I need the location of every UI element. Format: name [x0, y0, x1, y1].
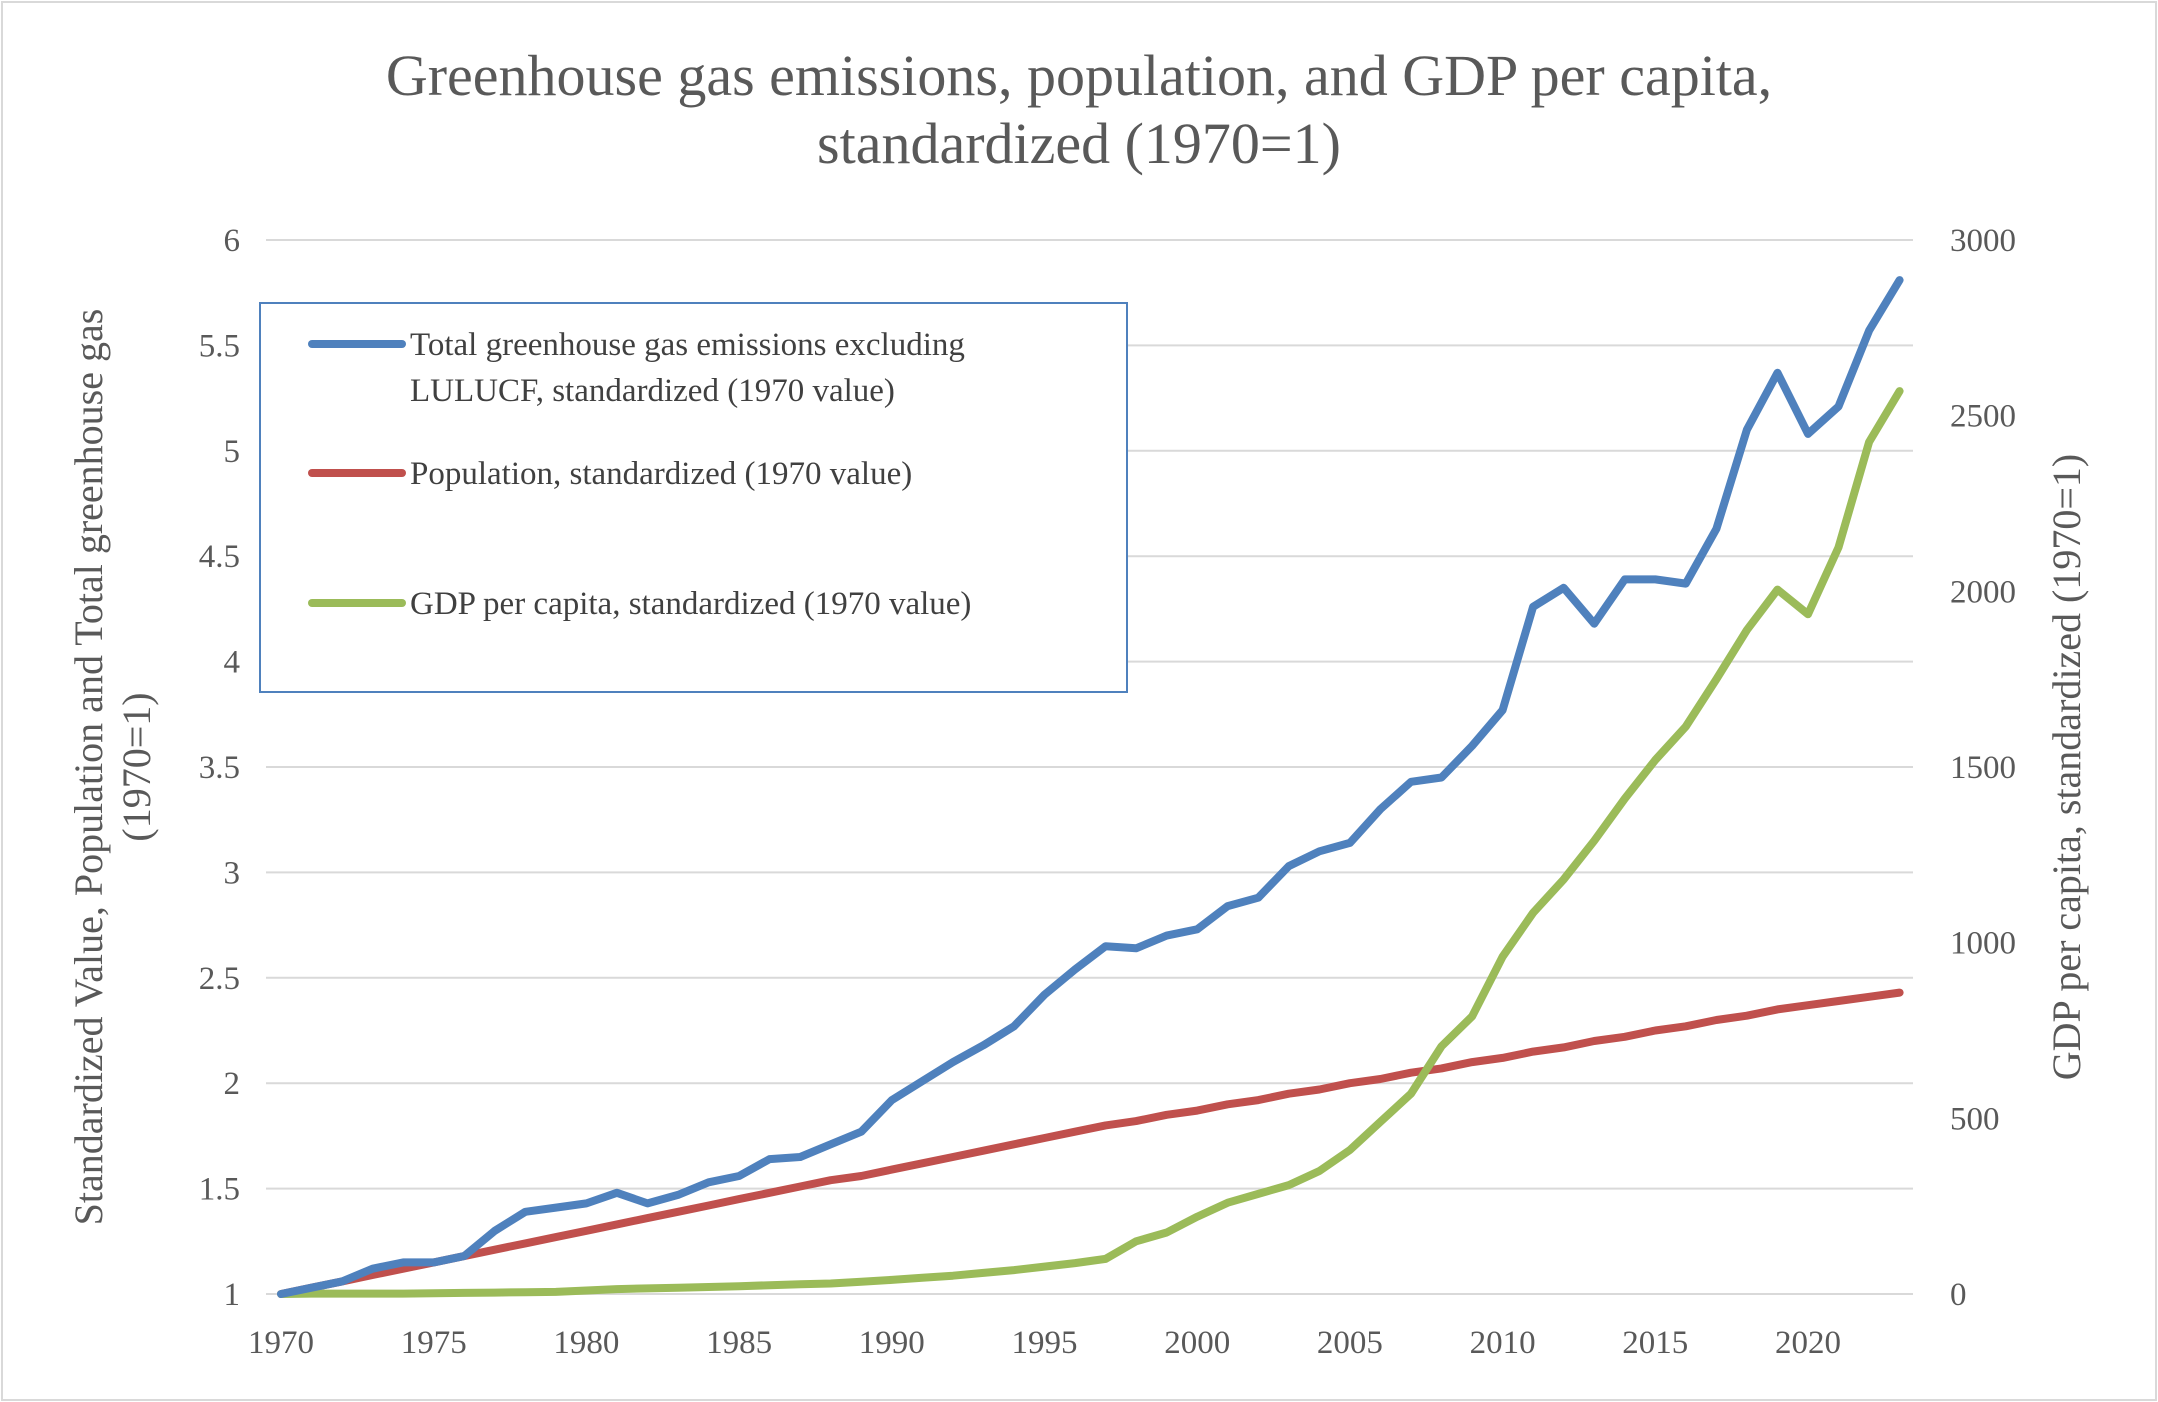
y-tick-label: 3.5 — [199, 750, 240, 786]
y-tick-label: 3 — [224, 855, 241, 891]
y2-tick-label: 2500 — [1950, 399, 2016, 435]
x-tick-label: 1990 — [859, 1325, 925, 1361]
y-tick-label: 6 — [224, 223, 241, 259]
x-tick-label: 1995 — [1012, 1325, 1078, 1361]
x-axis-ticks: 1970 1975 1980 1985 1990 1995 2000 2005 2010 2015… — [248, 1325, 1841, 1361]
y-axis-ticks: 1 1.5 2 2.5 3 3.5 4 4.5 5 5.5 6 — [199, 223, 240, 1313]
y-tick-label: 5.5 — [199, 328, 240, 364]
series-lines — [277, 276, 1904, 1298]
y2-axis-title: GDP per capita, standardized (1970=1) — [2044, 454, 2089, 1080]
y-tick-label: 4 — [224, 645, 241, 681]
x-tick-label: 1980 — [553, 1325, 619, 1361]
y2-tick-label: 2000 — [1950, 574, 2016, 610]
legend-label-gdp: GDP per capita, standardized (1970 value… — [410, 586, 971, 622]
legend-label-emissions-line-1: Total greenhouse gas emissions excluding — [410, 327, 965, 363]
y-tick-label: 1 — [224, 1277, 241, 1313]
series-line-population — [277, 988, 1904, 1298]
x-tick-label: 2015 — [1622, 1325, 1688, 1361]
y2-tick-label: 0 — [1950, 1277, 1967, 1313]
y-axis-title-line-1: Standardized Value, Population and Total… — [66, 309, 111, 1226]
y2-tick-label: 1000 — [1950, 926, 2016, 962]
legend-box — [259, 302, 1128, 693]
y2-tick-label: 3000 — [1950, 223, 2016, 259]
y-tick-label: 2.5 — [199, 961, 240, 997]
y-tick-label: 2 — [224, 1066, 241, 1102]
y-tick-label: 5 — [224, 434, 241, 470]
chart-title-line-2: standardized (1970=1) — [817, 111, 1341, 176]
x-tick-label: 1975 — [401, 1325, 467, 1361]
y-tick-label: 1.5 — [199, 1172, 240, 1208]
y2-tick-label: 1500 — [1950, 750, 2016, 786]
chart-title-line-1: Greenhouse gas emissions, population, an… — [386, 43, 1772, 108]
y2-axis-ticks: 0 500 1000 1500 2000 2500 3000 — [1950, 223, 2016, 1313]
x-tick-label: 2000 — [1164, 1325, 1230, 1361]
series-line-emissions — [277, 276, 1904, 1298]
y-tick-label: 4.5 — [199, 539, 240, 575]
legend-label-emissions-line-2: LULUCF, standardized (1970 value) — [410, 373, 895, 409]
x-tick-label: 2005 — [1317, 1325, 1383, 1361]
x-tick-label: 2020 — [1775, 1325, 1841, 1361]
x-tick-label: 1970 — [248, 1325, 314, 1361]
x-tick-label: 1985 — [706, 1325, 772, 1361]
series-line-gdp — [277, 387, 1904, 1298]
y-axis-title-line-2: (1970=1) — [114, 692, 159, 841]
y2-tick-label: 500 — [1950, 1101, 2000, 1137]
legend-label-population: Population, standardized (1970 value) — [410, 456, 912, 492]
x-tick-label: 2010 — [1470, 1325, 1536, 1361]
legend: Total greenhouse gas emissions excluding… — [259, 302, 1128, 693]
